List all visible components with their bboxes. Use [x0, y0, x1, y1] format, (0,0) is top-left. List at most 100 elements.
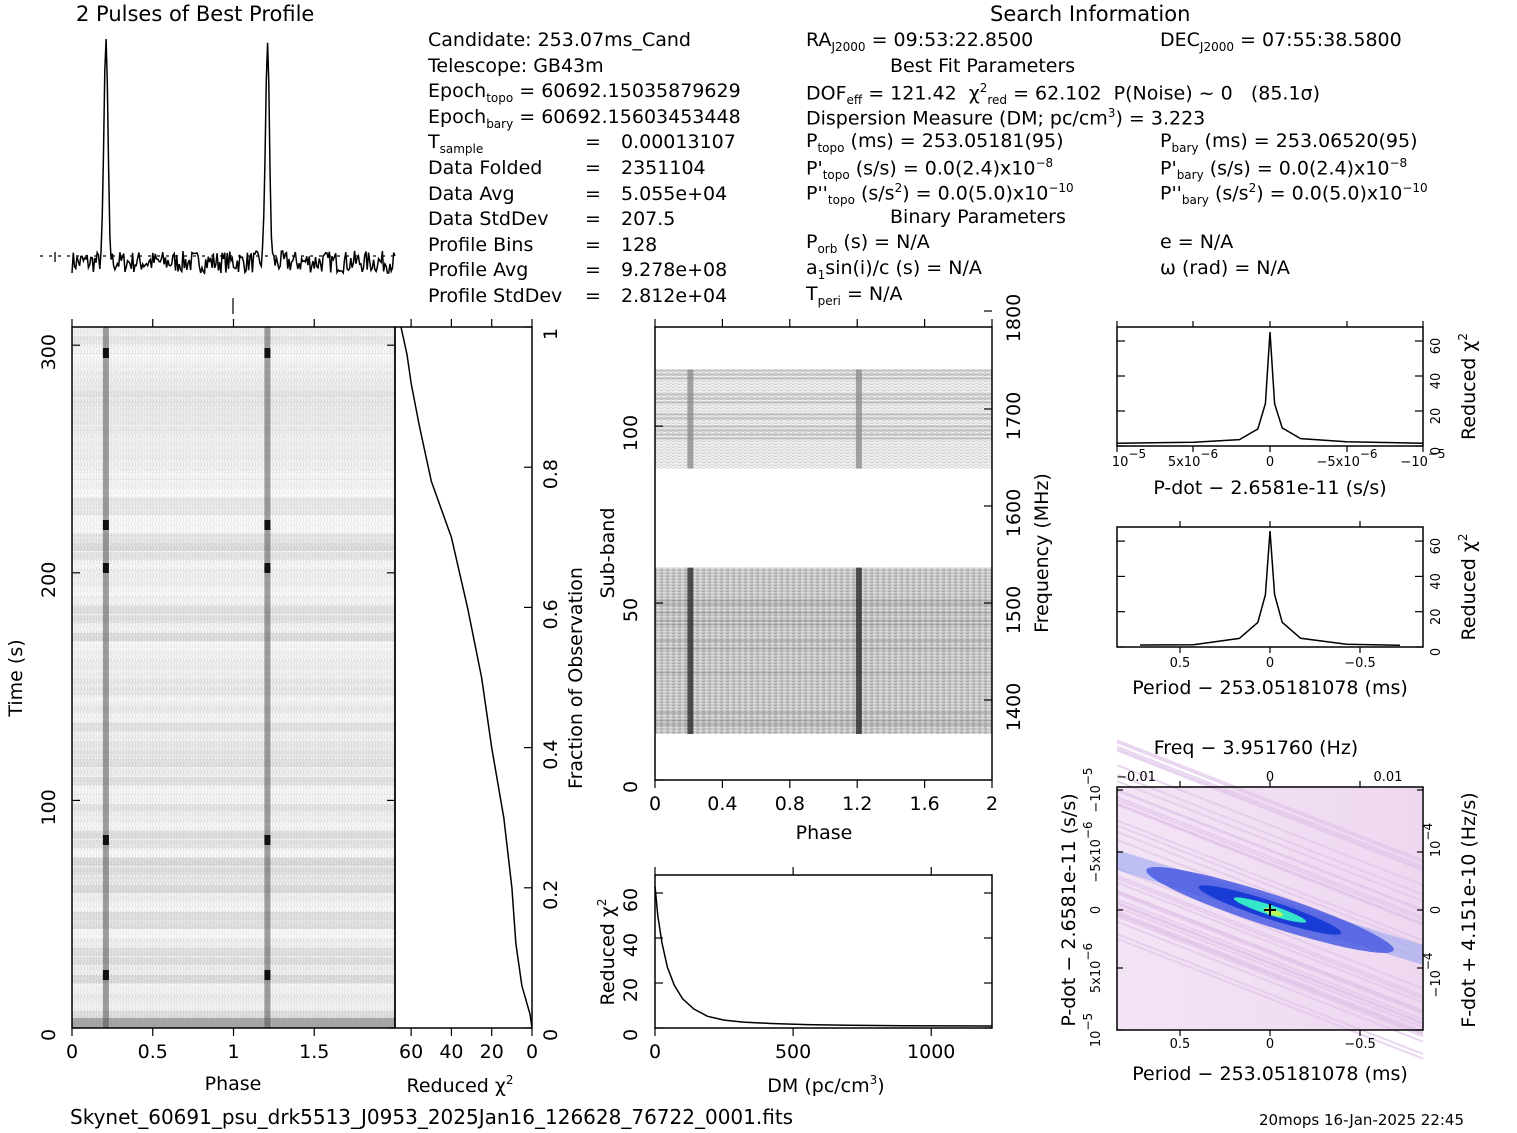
info-row: Tsample = 0.00013107 — [428, 131, 736, 157]
time-row — [72, 480, 395, 488]
y-axis-label: Sub-band — [597, 508, 619, 599]
ptopo-value: (ms) = 253.05181(95) — [850, 130, 1064, 152]
y-tick-label: 0 — [1429, 648, 1444, 656]
time-row — [72, 552, 395, 560]
time-row — [72, 876, 395, 884]
ppdot-streak — [1116, 749, 1424, 872]
info-row: Data StdDev = 207.5 — [428, 208, 676, 231]
pddbary-label: P''bary (s/s2) = 0.0(5.0)x10−10 — [1160, 181, 1428, 208]
a1-value: sin(i)/c (s) = N/A — [825, 257, 982, 279]
y-axis-label: Fraction of Observation — [565, 567, 587, 789]
time-row — [72, 687, 395, 695]
y-tick-label: 0 — [540, 1029, 562, 1041]
subband-row — [655, 671, 992, 674]
time-row — [72, 912, 395, 920]
subband-pulse — [855, 369, 862, 469]
x-tick-label: 0 — [1266, 1037, 1274, 1052]
ppdot-streak — [1116, 874, 1424, 997]
subband-row — [655, 599, 992, 602]
y-tick-label: 0.4 — [540, 739, 562, 769]
x-axis-label: Period − 253.05181078 (ms) — [1132, 677, 1408, 699]
time-row — [72, 372, 395, 380]
time-row — [72, 984, 395, 992]
time-row — [72, 507, 395, 515]
x-tick-label: −5x10−6 — [1316, 447, 1377, 470]
x-tick-label: 0 — [66, 1041, 78, 1063]
pbary-label: Pbary (ms) = 253.06520(95) — [1160, 130, 1418, 155]
time-row — [72, 903, 395, 911]
time-row — [72, 435, 395, 443]
y-tick-label: 20 — [1429, 608, 1444, 625]
pdtopo-value: (s/s) = 0.0(2.4)x10 — [855, 157, 1036, 180]
pulse-blob — [102, 970, 109, 980]
time-row — [72, 741, 395, 749]
time-row — [72, 849, 395, 857]
x-tick-label: 10−5 — [1112, 447, 1146, 470]
ppdot-title: Freq − 3.951760 (Hz) — [1154, 737, 1358, 759]
info-value: 9.278e+08 — [621, 259, 728, 282]
pulse-blob — [102, 348, 109, 358]
porb-value: (s) = N/A — [843, 231, 930, 253]
ppdot-streak — [1116, 892, 1424, 1015]
info-value: 128 — [621, 233, 658, 256]
time-row — [72, 381, 395, 389]
time-row — [72, 651, 395, 659]
time-row — [72, 525, 395, 533]
y-tick-label: 0 — [38, 1029, 60, 1041]
time-row — [72, 561, 395, 569]
time-row — [72, 579, 395, 587]
pnoise-value: P(Noise) ~ 0 — [1113, 82, 1233, 105]
pddtopo-label: P''topo (s/s2) = 0.0(5.0)x10−10 — [806, 181, 1074, 208]
info-value: 5.055e+04 — [621, 182, 728, 205]
y-tick-label: 20 — [1429, 408, 1444, 425]
subband-frame — [654, 326, 993, 781]
ppdot-streak — [1116, 803, 1424, 926]
time-row — [72, 813, 395, 821]
profile-line — [71, 38, 396, 276]
time-row — [72, 705, 395, 713]
y-tick-label: 60 — [1429, 538, 1444, 555]
time-row — [72, 444, 395, 452]
time-row — [72, 633, 395, 641]
footer-timestamp: 20mops 16-Jan-2025 22:45 — [1259, 1111, 1465, 1129]
sigma-value: (85.1σ) — [1250, 82, 1321, 105]
subband-pulse — [687, 567, 694, 734]
y-tick-label: 1 — [540, 328, 562, 340]
info-key: T — [428, 131, 440, 154]
subband-row — [655, 611, 992, 614]
time-row — [72, 498, 395, 506]
time-row — [72, 597, 395, 605]
ppdot-streak — [1116, 901, 1424, 1024]
ppdot-streak — [1116, 741, 1424, 864]
chi2-line — [1116, 332, 1424, 444]
error-bar-icon: I — [53, 251, 57, 266]
subband-row — [655, 377, 992, 380]
time-row — [72, 732, 395, 740]
y-tick-label: 40 — [1429, 573, 1444, 590]
info-value: 2.812e+04 — [621, 285, 728, 307]
time-row — [72, 606, 395, 614]
chi2-value: = 62.102 — [1013, 82, 1102, 105]
subband-block — [655, 369, 992, 469]
time-row — [72, 417, 395, 425]
x-tick-label: −0.5 — [1344, 1037, 1376, 1052]
y-tick-label: 0.6 — [540, 599, 562, 629]
x-tick-label: 20 — [480, 1041, 504, 1063]
pulse-blob — [264, 835, 271, 845]
a1-label: a1sin(i)/c (s) = N/A — [806, 257, 982, 282]
subband-row — [655, 429, 992, 432]
time-row — [72, 327, 395, 335]
x-tick-label: 60 — [399, 1041, 423, 1063]
pulse-blob — [264, 348, 271, 358]
y-tick-label: 60 — [1429, 338, 1444, 355]
info-value: = 60692.15035879629 — [513, 80, 741, 103]
ppdot-streak — [1116, 912, 1424, 1035]
pdbary-value: (s/s) = 0.0(2.4)x10 — [1209, 157, 1390, 180]
y-axis-label: Reduced χ2 — [1456, 333, 1480, 440]
chi2-frame — [1116, 526, 1424, 648]
dec-value: = 07:55:38.5800 — [1240, 29, 1402, 51]
info-key: Telescope: — [428, 54, 528, 77]
ppdot-streak — [1116, 898, 1424, 1021]
y-axis-label: Reduced χ2 — [595, 899, 619, 1006]
time-row — [72, 678, 395, 686]
